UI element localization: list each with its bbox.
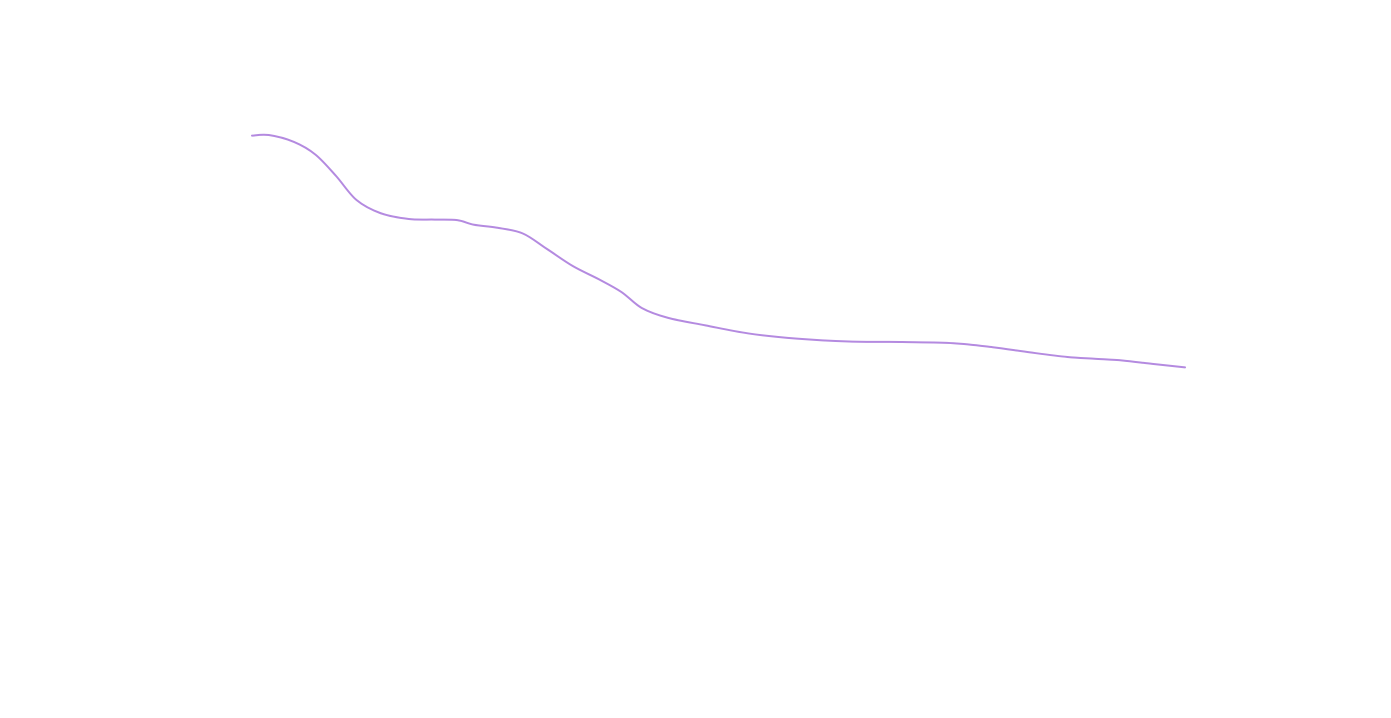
- series-line-0: [251, 133, 1186, 369]
- series-layer: [251, 133, 1186, 369]
